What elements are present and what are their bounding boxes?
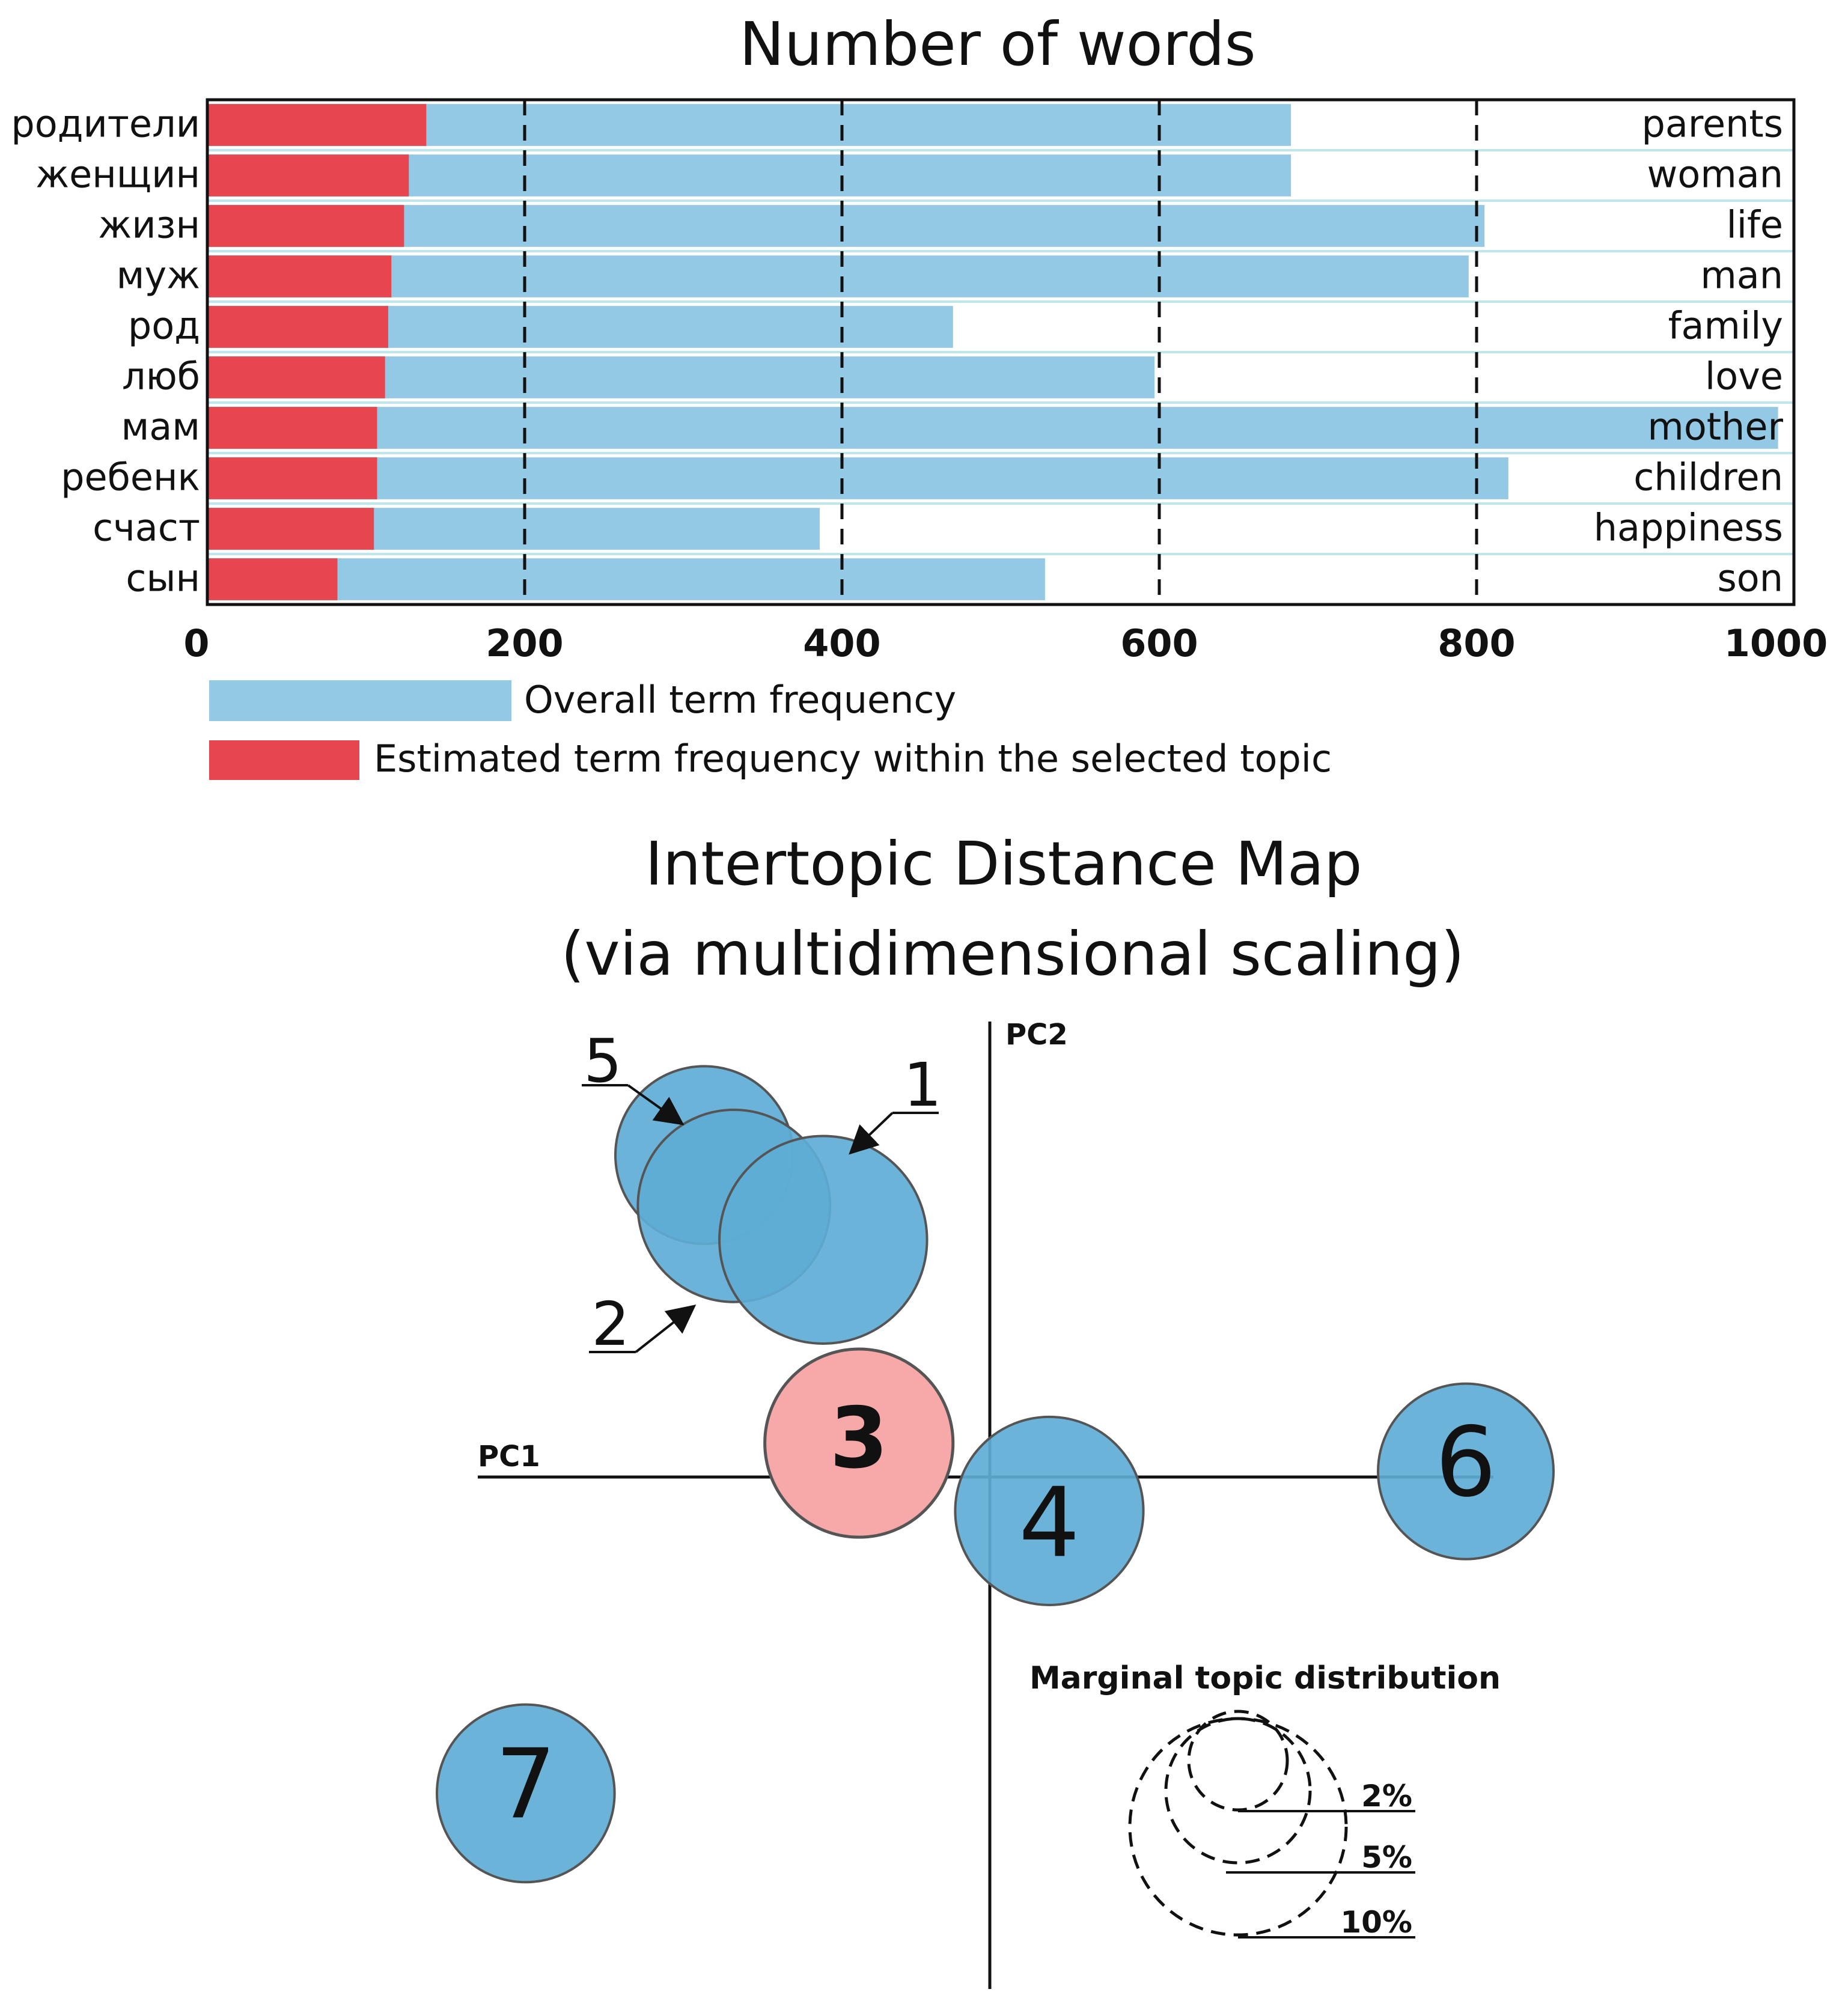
topic-label-4: 4	[1019, 1466, 1080, 1579]
bar-topic	[207, 104, 427, 146]
size-legend-circle-5	[1164, 1717, 1312, 1865]
translation-label: life	[1727, 203, 1783, 246]
topic-bubble-6[interactable]	[1377, 1382, 1555, 1561]
category-label: мам	[121, 404, 200, 448]
x-tick-label: 800	[1438, 621, 1515, 665]
category-label: жизн	[98, 203, 200, 246]
translation-label: love	[1705, 354, 1783, 398]
bar-overall	[207, 558, 1045, 600]
translation-label: woman	[1647, 152, 1783, 196]
gridlines-layer	[523, 100, 1478, 605]
arrow-label-2: 2	[591, 1289, 630, 1359]
topic-bubble-1[interactable]	[718, 1135, 929, 1345]
arrow-1	[849, 1112, 894, 1155]
bar-overall	[207, 407, 1778, 449]
translation-labels: parents woman life man family love mother child…	[1594, 102, 1784, 600]
bar-topic	[207, 154, 409, 196]
size-legend-label-5: 5%	[1361, 1840, 1412, 1875]
category-label: счаст	[93, 505, 200, 549]
x-tick-label: 1000	[1724, 621, 1828, 665]
bar-overall	[207, 205, 1485, 247]
legend-swatch-topic	[209, 740, 359, 780]
bar-topic	[207, 205, 404, 247]
legend-label-topic: Estimated term frequency within the sele…	[374, 737, 1332, 781]
legend-label-overall: Overall term frequency	[524, 678, 956, 722]
map-title-line-2: (via multidimensional scaling)	[561, 919, 1464, 989]
bubbles-layer: 3 4 6 7	[435, 1065, 1555, 1884]
bar-chart: Number of words родителиженщинжизнмужрод…	[11, 9, 1828, 781]
arrow-2	[635, 1305, 697, 1353]
size-legend-title: Marginal topic distribution	[1029, 1660, 1501, 1696]
category-label: люб	[122, 354, 200, 398]
size-legend-circle-10	[1128, 1717, 1348, 1937]
category-label: родители	[11, 102, 200, 145]
pc1-axis-label: PC1	[478, 1440, 540, 1473]
bar-overall	[207, 457, 1508, 499]
size-legend-label-10: 10%	[1340, 1905, 1412, 1940]
intertopic-map: Intertopic Distance Map (via multidimens…	[435, 829, 1555, 1989]
x-tick-label: 200	[486, 621, 563, 665]
bar-overall	[207, 255, 1469, 297]
arrow-5	[627, 1084, 685, 1125]
bar-topic	[207, 407, 377, 449]
legend-swatch-overall	[209, 680, 511, 721]
pc2-axis-label: PC2	[1005, 1018, 1068, 1052]
translation-label: mother	[1647, 404, 1783, 448]
translation-label: son	[1717, 556, 1783, 600]
arrow-label-1: 1	[903, 1050, 942, 1120]
topic-label-3: 3	[829, 1390, 888, 1488]
x-tick-label: 0	[183, 621, 209, 665]
translation-label: happiness	[1594, 505, 1783, 549]
category-label: род	[128, 303, 200, 347]
arrow-annotations: 5 1 2	[582, 1026, 942, 1359]
x-tick-label: 600	[1120, 621, 1198, 665]
x-tick-label: 400	[803, 621, 880, 665]
translation-label: man	[1700, 253, 1783, 297]
category-label: муж	[117, 253, 200, 297]
topic-bubble-7[interactable]	[435, 1703, 616, 1884]
bar-topic	[207, 508, 374, 550]
bar-chart-title: Number of words	[739, 9, 1256, 79]
bar-topic	[207, 457, 377, 499]
category-labels: родители женщин жизн муж род люб мам ребенк счас…	[11, 102, 200, 600]
topic-label-6: 6	[1435, 1406, 1496, 1518]
bar-topic	[207, 306, 388, 348]
translation-label: parents	[1641, 102, 1783, 145]
bars-layer	[207, 104, 1794, 606]
category-label: женщин	[35, 152, 200, 196]
size-legend-label-2: 2%	[1361, 1779, 1412, 1814]
category-label: ребенк	[61, 455, 200, 499]
bar-topic	[207, 558, 338, 600]
translation-label: family	[1668, 303, 1783, 347]
map-title-line-1: Intertopic Distance Map	[645, 829, 1362, 899]
size-legend: Marginal topic distribution 2% 5% 10%	[1029, 1660, 1501, 1940]
topic-label-7: 7	[495, 1728, 557, 1840]
x-tick-labels: 0 200 400 600 800 1000	[183, 621, 1828, 665]
bar-topic	[207, 356, 385, 398]
translation-label: children	[1633, 455, 1783, 499]
bar-topic	[207, 255, 392, 297]
bar-legend: Overall term frequency Estimated term fr…	[209, 678, 1332, 781]
topic-bubble-3[interactable]	[763, 1347, 955, 1539]
plot-frame	[206, 98, 1796, 606]
topic-bubble-4[interactable]	[954, 1415, 1145, 1606]
category-label: сын	[126, 556, 200, 600]
